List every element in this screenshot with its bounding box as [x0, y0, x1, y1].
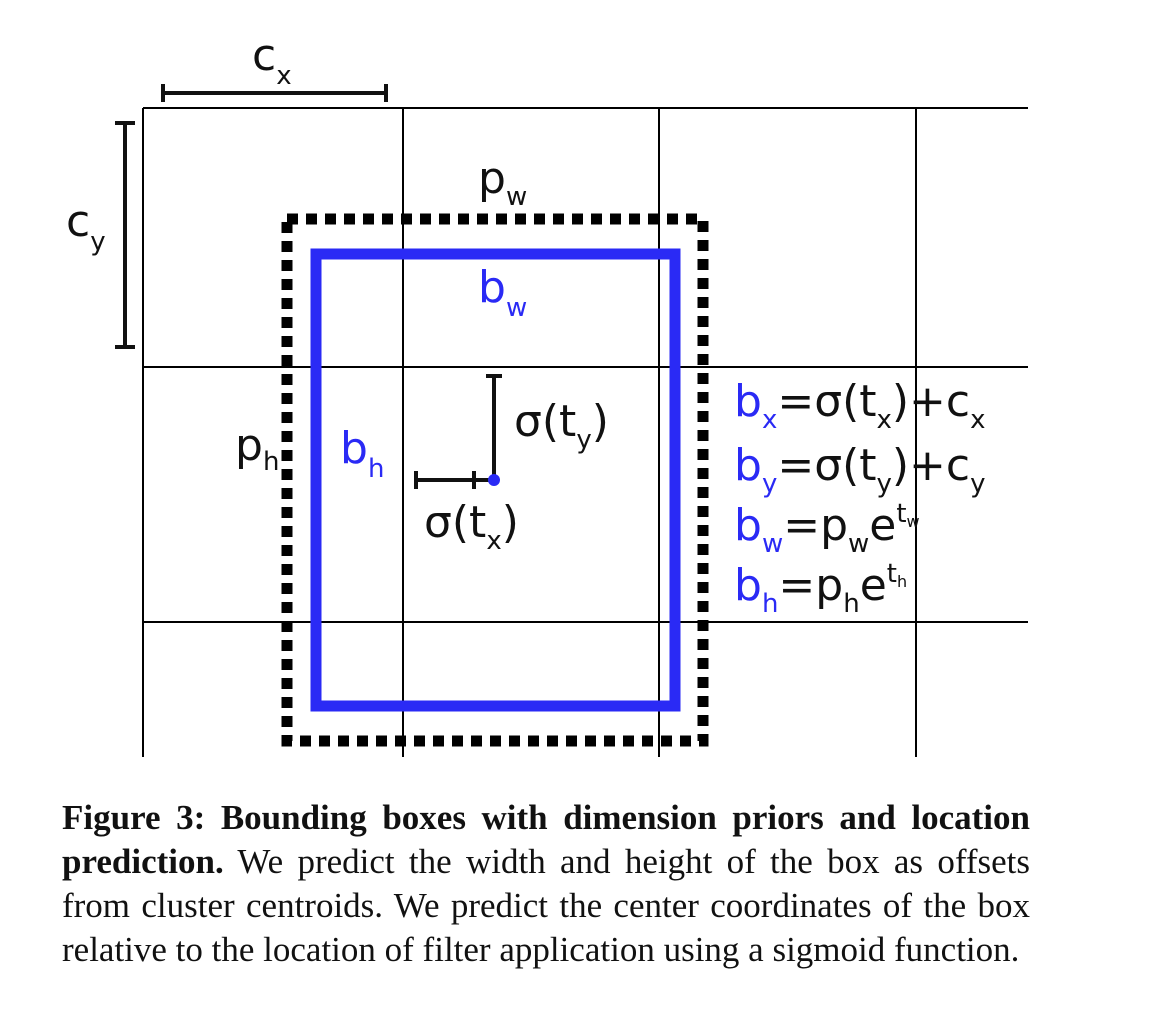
- center-point: [488, 474, 500, 486]
- ph-label: ph: [235, 420, 279, 477]
- bounding-box-diagram: cx cy pw bw ph bh σ(ty) σ(tx) bx=σ(tx)+c…: [66, 30, 1028, 757]
- sigma-ty-bar: [486, 374, 502, 478]
- sigma-tx-bar: [414, 471, 492, 489]
- pw-label: pw: [478, 153, 527, 212]
- cx-measure-bar: [161, 84, 388, 102]
- equation-bx: bx=σ(tx)+cx: [734, 376, 986, 435]
- bh-label: bh: [340, 423, 384, 484]
- equations: bx=σ(tx)+cx by=σ(ty)+cy bw=pwetw bh=phet…: [734, 376, 986, 619]
- prior-box: [281, 213, 709, 747]
- caption-body: We predict the width and height of the b…: [62, 842, 1031, 969]
- equation-bw: bw=pwetw: [734, 499, 920, 559]
- equation-by: by=σ(ty)+cy: [734, 440, 986, 499]
- figure-caption: Figure 3: Bounding boxes with dimension …: [62, 796, 1030, 972]
- equation-bh: bh=pheth: [734, 559, 907, 619]
- predicted-box: [310, 248, 681, 712]
- sigma-tx-label: σ(tx): [424, 497, 519, 556]
- cy-label: cy: [66, 196, 106, 257]
- sigma-ty-label: σ(ty): [514, 396, 609, 455]
- bw-label: bw: [478, 262, 527, 323]
- caption-label: Figure 3:: [62, 798, 206, 837]
- cx-label: cx: [252, 30, 292, 91]
- caption-title: Bounding boxes with dimension priors and…: [62, 798, 1030, 881]
- cy-measure-bar: [115, 121, 135, 349]
